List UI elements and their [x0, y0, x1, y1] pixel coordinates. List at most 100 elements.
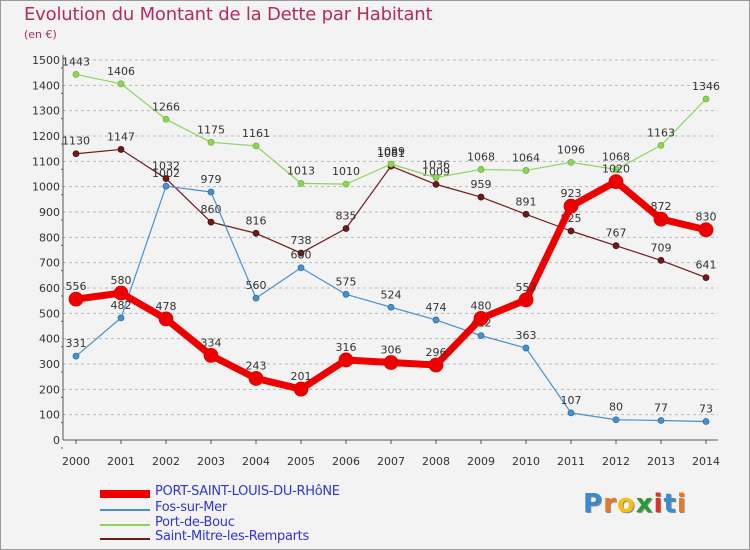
- x-tick-label: 2007: [377, 455, 405, 468]
- data-point-fos-sur-mer: [297, 264, 305, 272]
- data-label-saint-mitre-les-remparts: 959: [471, 178, 492, 191]
- data-label-fos-sur-mer: 331: [66, 337, 87, 350]
- data-label-port-de-bouc: 1010: [332, 165, 360, 178]
- data-label-fos-sur-mer: 979: [201, 173, 222, 186]
- data-label-fos-sur-mer: 680: [291, 249, 312, 262]
- data-label-port-de-bouc: 1068: [467, 150, 495, 163]
- x-tick-label: 2001: [107, 455, 135, 468]
- x-tick-label: 2002: [152, 455, 180, 468]
- y-tick-label: 1300: [32, 105, 60, 118]
- x-tick-label: 2006: [332, 455, 360, 468]
- data-point-port-de-bouc: [297, 179, 305, 187]
- data-label-saint-mitre-les-remparts: 709: [651, 241, 672, 254]
- data-label-saint-mitre-les-remparts: 1130: [62, 135, 90, 148]
- data-point-fos-sur-mer: [477, 332, 485, 340]
- data-point-port-de-bouc: [72, 71, 80, 78]
- data-point-port-de-bouc: [117, 80, 125, 88]
- proxiti-logo: Proxiti: [583, 489, 687, 519]
- data-point-port-de-bouc: [567, 158, 575, 166]
- data-label-fos-sur-mer: 575: [336, 275, 357, 288]
- x-tick-label: 2010: [512, 455, 540, 468]
- data-label-port-saint-louis-du-rh-ne: 478: [156, 300, 177, 313]
- data-point-saint-mitre-les-remparts: [477, 193, 485, 201]
- data-point-saint-mitre-les-remparts: [207, 218, 215, 226]
- data-point-port-saint-louis-du-rh-ne: [473, 310, 489, 326]
- data-point-port-saint-louis-du-rh-ne: [428, 357, 444, 373]
- chart-unit: (en €): [24, 28, 57, 41]
- data-label-port-saint-louis-du-rh-ne: 296: [426, 346, 447, 359]
- data-point-fos-sur-mer: [207, 188, 215, 196]
- data-label-fos-sur-mer: 77: [654, 401, 668, 414]
- data-label-port-de-bouc: 1266: [152, 100, 180, 113]
- logo-letter: i: [676, 489, 687, 519]
- data-point-port-de-bouc: [612, 166, 620, 173]
- y-tick-label: 700: [39, 257, 60, 270]
- data-point-saint-mitre-les-remparts: [162, 175, 170, 182]
- x-tick-label: 2008: [422, 455, 450, 468]
- data-point-fos-sur-mer: [567, 409, 575, 417]
- data-point-fos-sur-mer: [522, 344, 530, 352]
- data-label-fos-sur-mer: 73: [699, 403, 713, 416]
- y-tick-label: 900: [39, 206, 60, 219]
- y-tick-label: 1200: [32, 130, 60, 143]
- legend-swatch: [100, 490, 150, 498]
- data-point-saint-mitre-les-remparts: [252, 229, 260, 237]
- data-point-saint-mitre-les-remparts: [297, 249, 305, 257]
- chart-title: Evolution du Montant de la Dette par Hab…: [24, 4, 433, 25]
- data-label-port-saint-louis-du-rh-ne: 306: [381, 343, 402, 356]
- data-label-port-saint-louis-du-rh-ne: 480: [471, 299, 492, 312]
- y-tick-label: 0: [53, 434, 60, 447]
- data-label-fos-sur-mer: 80: [609, 401, 623, 414]
- y-tick-label: 400: [39, 333, 60, 346]
- legend-swatch: [100, 524, 150, 526]
- data-point-port-saint-louis-du-rh-ne: [293, 381, 309, 397]
- data-point-port-saint-louis-du-rh-ne: [68, 291, 84, 307]
- data-point-port-de-bouc: [207, 138, 215, 146]
- y-tick-label: 800: [39, 231, 60, 244]
- data-point-saint-mitre-les-remparts: [72, 150, 80, 158]
- data-point-fos-sur-mer: [162, 182, 170, 190]
- data-point-saint-mitre-les-remparts: [567, 227, 575, 235]
- legend-swatch: [100, 509, 150, 511]
- data-label-fos-sur-mer: 560: [246, 279, 267, 292]
- data-label-port-de-bouc: 1175: [197, 123, 225, 136]
- data-point-port-de-bouc: [522, 167, 530, 174]
- y-tick-label: 500: [39, 307, 60, 320]
- data-point-port-saint-louis-du-rh-ne: [383, 355, 399, 370]
- data-label-port-saint-louis-du-rh-ne: 334: [201, 336, 222, 349]
- data-label-fos-sur-mer: 363: [516, 329, 537, 342]
- data-label-port-saint-louis-du-rh-ne: 580: [111, 274, 132, 287]
- data-label-fos-sur-mer: 524: [381, 288, 402, 301]
- data-label-port-de-bouc: 1089: [377, 145, 405, 158]
- data-label-port-de-bouc: 1406: [107, 65, 135, 78]
- data-label-fos-sur-mer: 107: [561, 394, 582, 407]
- data-label-port-saint-louis-du-rh-ne: 553: [516, 281, 537, 294]
- data-point-fos-sur-mer: [72, 352, 80, 360]
- data-point-fos-sur-mer: [702, 418, 710, 425]
- data-point-port-de-bouc: [657, 141, 665, 149]
- x-tick-label: 2003: [197, 455, 225, 468]
- data-point-fos-sur-mer: [252, 294, 260, 302]
- data-point-saint-mitre-les-remparts: [657, 256, 665, 264]
- logo-letter: i: [653, 489, 664, 519]
- data-label-fos-sur-mer: 474: [426, 301, 447, 314]
- x-tick-label: 2009: [467, 455, 495, 468]
- data-label-port-saint-louis-du-rh-ne: 316: [336, 341, 357, 354]
- data-label-port-saint-louis-du-rh-ne: 923: [561, 187, 582, 200]
- data-point-saint-mitre-les-remparts: [117, 146, 125, 153]
- x-tick-label: 2011: [557, 455, 585, 468]
- data-label-port-de-bouc: 1013: [287, 164, 315, 177]
- x-tick-label: 2000: [62, 455, 90, 468]
- data-point-fos-sur-mer: [657, 417, 665, 424]
- x-tick-label: 2014: [692, 455, 720, 468]
- data-point-fos-sur-mer: [432, 316, 440, 324]
- logo-letter: x: [635, 489, 654, 519]
- data-label-port-de-bouc: 1036: [422, 159, 450, 172]
- data-label-port-de-bouc: 1096: [557, 143, 585, 156]
- data-point-port-de-bouc: [162, 115, 170, 123]
- y-tick-label: 1000: [32, 181, 60, 194]
- data-point-fos-sur-mer: [387, 303, 395, 311]
- data-point-port-saint-louis-du-rh-ne: [113, 285, 129, 301]
